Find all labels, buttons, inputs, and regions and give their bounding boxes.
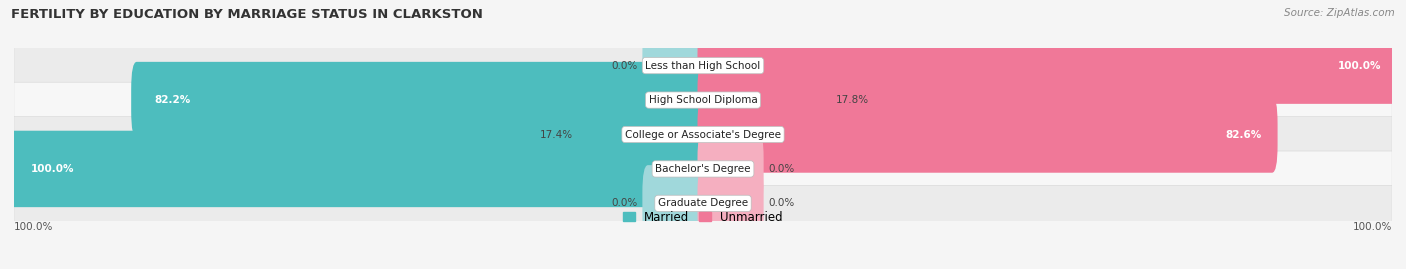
Legend: Married, Unmarried: Married, Unmarried — [619, 206, 787, 228]
Text: 100.0%: 100.0% — [1353, 222, 1392, 232]
Text: 0.0%: 0.0% — [769, 198, 794, 208]
Text: 100.0%: 100.0% — [1339, 61, 1382, 71]
Text: High School Diploma: High School Diploma — [648, 95, 758, 105]
FancyBboxPatch shape — [643, 165, 709, 242]
FancyBboxPatch shape — [14, 185, 1392, 221]
Text: 17.8%: 17.8% — [837, 95, 869, 105]
FancyBboxPatch shape — [14, 151, 1392, 187]
Text: 82.2%: 82.2% — [153, 95, 190, 105]
FancyBboxPatch shape — [643, 27, 709, 104]
Text: 82.6%: 82.6% — [1226, 129, 1261, 140]
FancyBboxPatch shape — [8, 131, 709, 207]
Text: 100.0%: 100.0% — [31, 164, 75, 174]
Text: 0.0%: 0.0% — [612, 198, 637, 208]
Text: Less than High School: Less than High School — [645, 61, 761, 71]
Text: Graduate Degree: Graduate Degree — [658, 198, 748, 208]
FancyBboxPatch shape — [14, 116, 1392, 153]
FancyBboxPatch shape — [697, 131, 763, 207]
Text: 0.0%: 0.0% — [612, 61, 637, 71]
Text: Bachelor's Degree: Bachelor's Degree — [655, 164, 751, 174]
Text: FERTILITY BY EDUCATION BY MARRIAGE STATUS IN CLARKSTON: FERTILITY BY EDUCATION BY MARRIAGE STATU… — [11, 8, 484, 21]
FancyBboxPatch shape — [697, 165, 763, 242]
FancyBboxPatch shape — [578, 96, 709, 173]
Text: College or Associate's Degree: College or Associate's Degree — [626, 129, 780, 140]
Text: 0.0%: 0.0% — [769, 164, 794, 174]
FancyBboxPatch shape — [697, 27, 1398, 104]
FancyBboxPatch shape — [131, 62, 709, 138]
FancyBboxPatch shape — [14, 82, 1392, 118]
FancyBboxPatch shape — [14, 48, 1392, 84]
Text: Source: ZipAtlas.com: Source: ZipAtlas.com — [1284, 8, 1395, 18]
Text: 17.4%: 17.4% — [540, 129, 572, 140]
FancyBboxPatch shape — [697, 96, 1278, 173]
Text: 100.0%: 100.0% — [14, 222, 53, 232]
FancyBboxPatch shape — [697, 62, 831, 138]
